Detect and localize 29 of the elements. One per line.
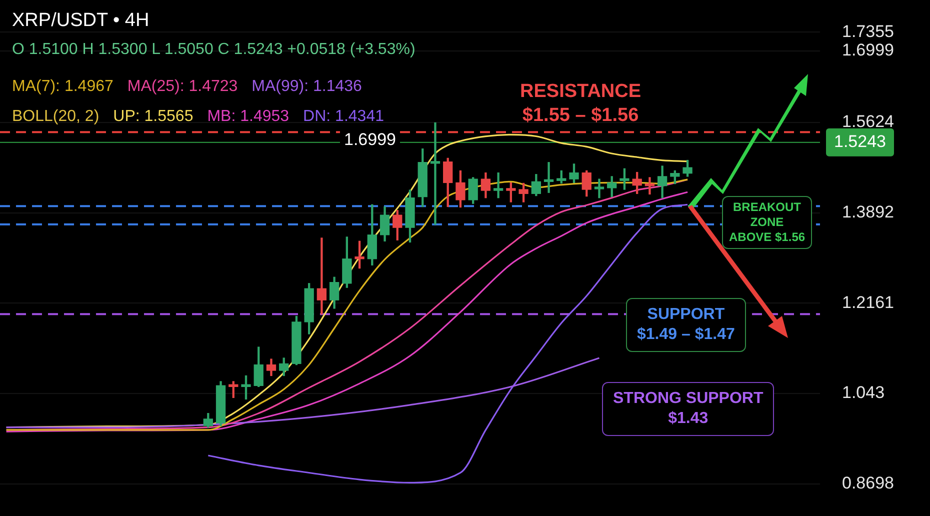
candlestick — [316, 238, 327, 314]
text: MA(25): 1.4723 — [127, 77, 238, 97]
y-tick-label: 1.3892 — [842, 202, 894, 222]
y-tick-label: 1.2161 — [842, 292, 894, 312]
annotation: STRONG SUPPORT $1.43 — [602, 382, 774, 436]
y-tick-label: 1.043 — [842, 383, 885, 402]
candlestick — [644, 177, 655, 195]
y-tick-label: 1.5624 — [842, 112, 894, 132]
ref-line-label: 1.5243 — [834, 132, 886, 152]
annotation: BREAKOUT ZONE ABOVE $1.56 — [722, 196, 812, 249]
annotation: O 1.5100 H 1.5300 L 1.5050 C 1.5243 +0.0518 (+3.53%) — [12, 40, 416, 60]
text: MB: 1.4953 — [207, 107, 290, 127]
annotation: SUPPORT $1.49 – $1.47 — [626, 298, 746, 352]
text: UP: 1.5565 — [113, 107, 194, 127]
chart-title: XRP/USDT • 4H — [12, 10, 150, 32]
annotation: RESISTANCE $1.55 – $1.56 — [520, 80, 642, 128]
text: MA(99): 1.1436 — [252, 77, 362, 97]
candlestick — [544, 162, 554, 193]
annotation: 1.6999 — [340, 128, 400, 152]
candlestick — [493, 172, 504, 198]
candlestick — [594, 178, 604, 198]
text: MA(7): 1.4967 — [12, 77, 114, 97]
text: DN: 1.4341 — [303, 108, 384, 125]
line-series — [6, 357, 600, 428]
annotation: BOLL(20, 2) — [12, 107, 100, 127]
y-tick-label: 1.6999 — [842, 40, 894, 60]
y-tick-label: 0.8698 — [842, 473, 894, 492]
candlestick — [430, 122, 440, 225]
y-tick-label: 1.7355 — [842, 22, 894, 41]
